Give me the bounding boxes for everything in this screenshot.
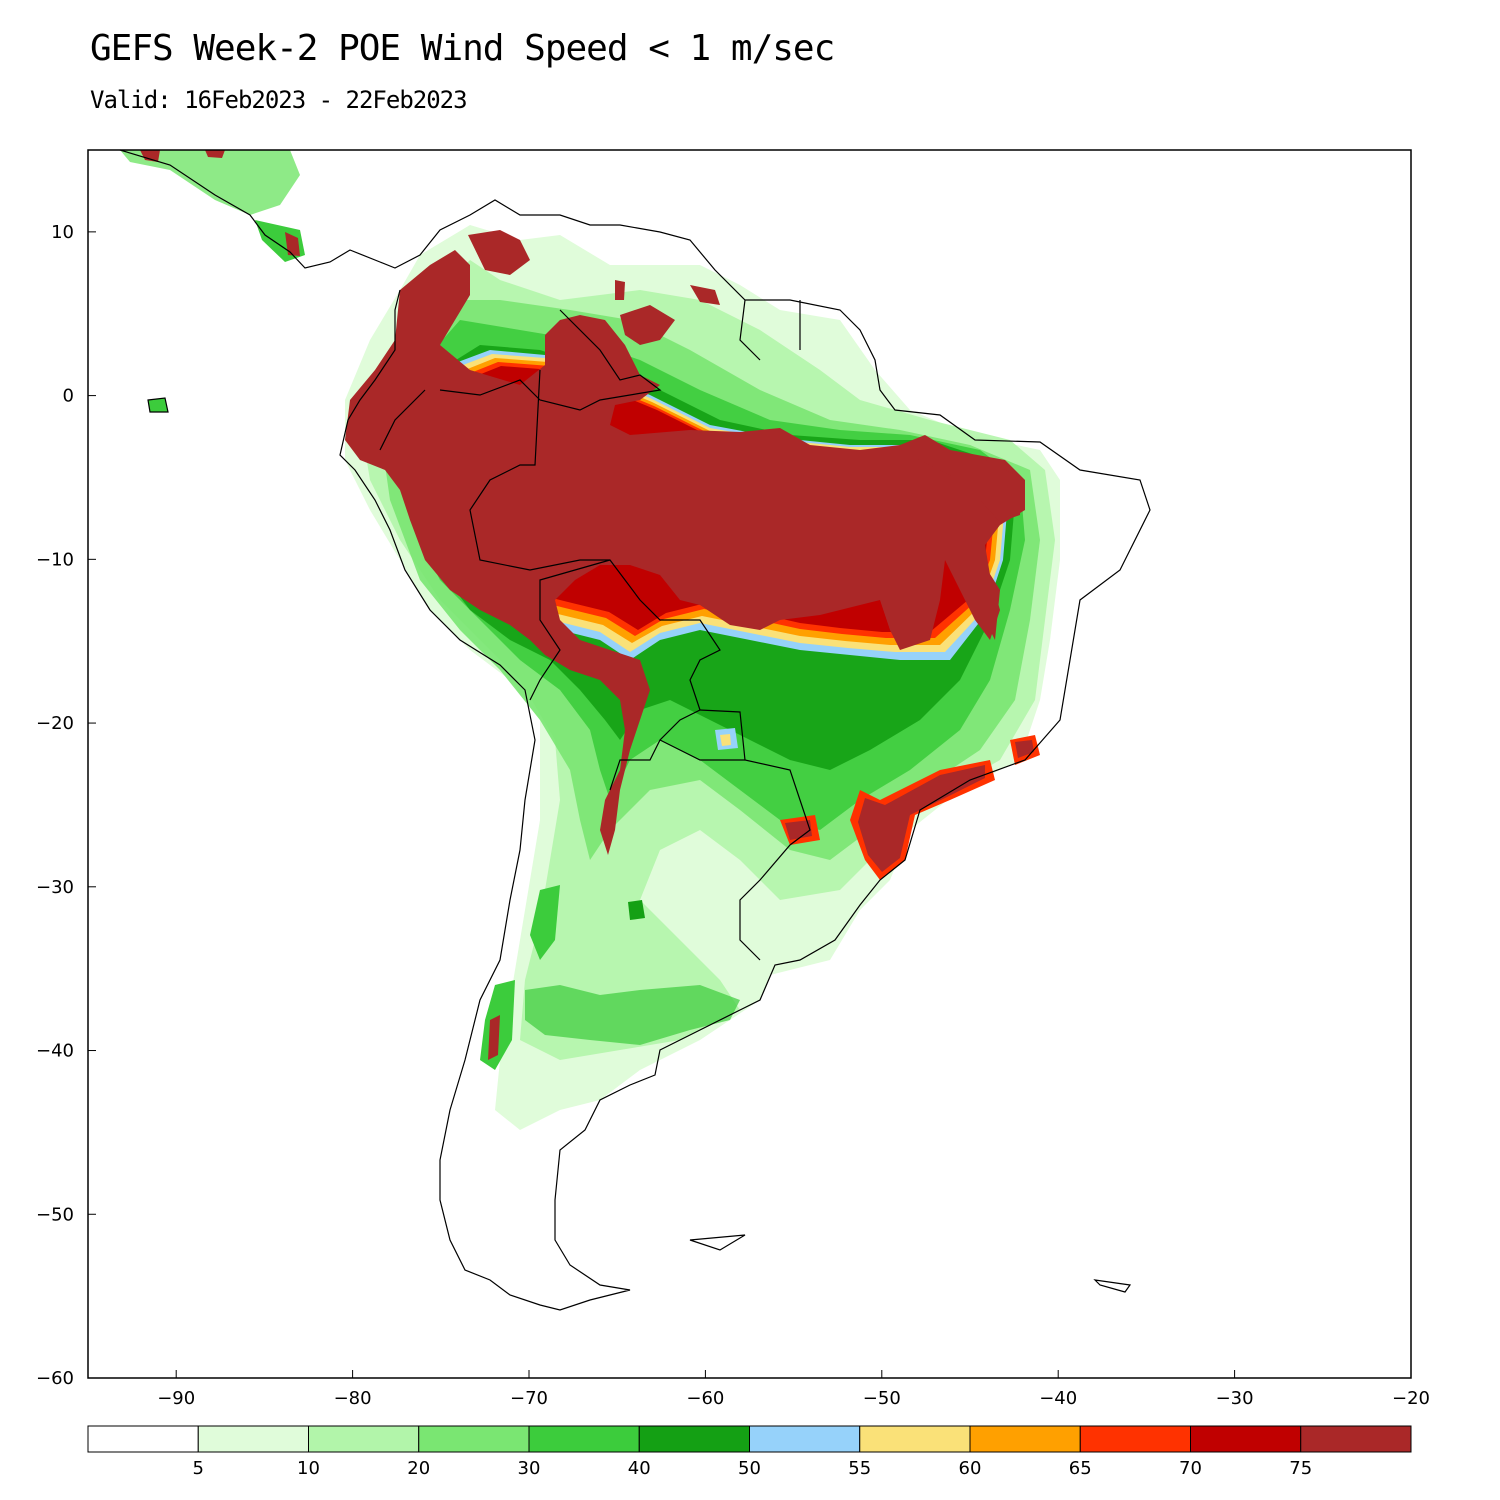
y-tick-label: 0 — [63, 386, 74, 407]
amazon-core-shading — [345, 250, 1025, 855]
map-title: GEFS Week-2 POE Wind Speed < 1 m/sec — [90, 28, 835, 69]
colorbar-swatch — [969, 1425, 1081, 1453]
y-tick-label: −60 — [36, 1368, 74, 1389]
coastlines — [119, 149, 1151, 1311]
colorbar-label: 65 — [1069, 1458, 1092, 1479]
colorbar-swatch — [197, 1425, 309, 1453]
colorbar-swatch — [859, 1425, 971, 1453]
colorbar-swatch — [1190, 1425, 1302, 1453]
y-tick-label: 10 — [51, 222, 74, 243]
colorbar-swatch — [418, 1425, 530, 1453]
map-frame — [87, 149, 1412, 1379]
y-tick-label: −50 — [36, 1204, 74, 1225]
x-tick-label: −60 — [686, 1388, 724, 1409]
x-tick-label: −50 — [863, 1388, 901, 1409]
colorbar-label: 30 — [518, 1458, 541, 1479]
x-tick-label: −20 — [1392, 1388, 1430, 1409]
colorbar-label: 5 — [193, 1458, 204, 1479]
colorbar: 5 10 20 30 40 50 55 60 65 70 75 — [87, 1425, 1412, 1479]
y-tick-label: −30 — [36, 877, 74, 898]
central-america-shading — [120, 150, 300, 215]
y-tick-label: −40 — [36, 1041, 74, 1062]
probability-shading — [120, 150, 1060, 1130]
colorbar-label: 55 — [848, 1458, 871, 1479]
colorbar-swatch — [87, 1425, 199, 1453]
colorbar-label: 50 — [738, 1458, 761, 1479]
map-subtitle: Valid: 16Feb2023 - 22Feb2023 — [90, 86, 468, 114]
x-tick-label: −90 — [157, 1388, 195, 1409]
colorbar-label: 20 — [407, 1458, 430, 1479]
colorbar-swatch — [1079, 1425, 1191, 1453]
colorbar-swatch — [528, 1425, 640, 1453]
x-tick-label: −30 — [1216, 1388, 1254, 1409]
y-tick-label: −20 — [36, 713, 74, 734]
x-tick-label: −70 — [510, 1388, 548, 1409]
colorbar-swatch — [638, 1425, 750, 1453]
colorbar-label: 10 — [297, 1458, 320, 1479]
axis-ticks: −90 −80 −70 −60 −50 −40 −30 −20 10 0 −10 −20 −30 −40 −… — [36, 222, 1430, 1409]
colorbar-label: 40 — [628, 1458, 651, 1479]
colorbar-swatch — [1300, 1425, 1412, 1453]
colorbar-swatch — [749, 1425, 861, 1453]
colorbar-label: 60 — [959, 1458, 982, 1479]
y-tick-label: −10 — [36, 549, 74, 570]
colorbar-label: 75 — [1289, 1458, 1312, 1479]
x-tick-label: −40 — [1039, 1388, 1077, 1409]
colorbar-label: 70 — [1179, 1458, 1202, 1479]
x-tick-label: −80 — [334, 1388, 372, 1409]
colorbar-swatch — [308, 1425, 420, 1453]
